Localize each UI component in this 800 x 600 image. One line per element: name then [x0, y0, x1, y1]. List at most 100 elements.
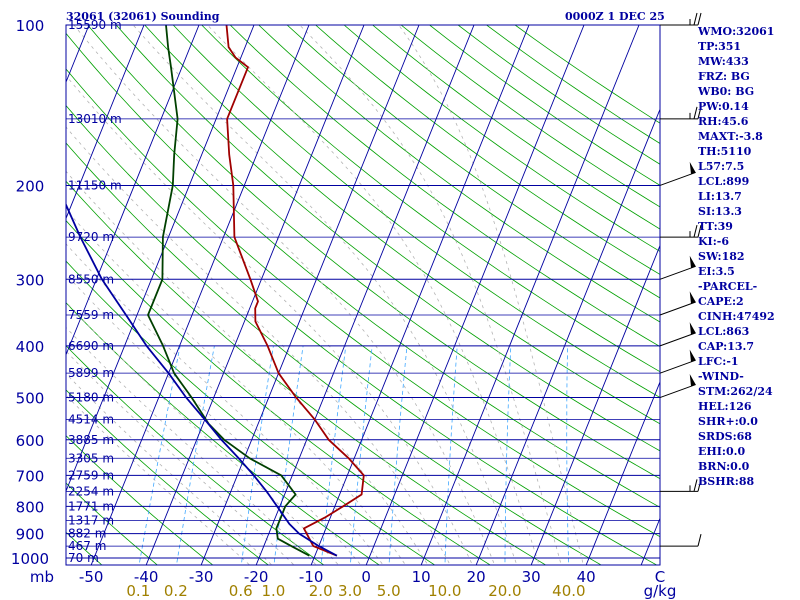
moist-adiabat [66, 301, 340, 565]
dry-adiabat [66, 104, 658, 565]
height-label: 4514 m [68, 413, 114, 427]
index-line: STM:262/24 [698, 385, 773, 398]
index-line: RH:45.6 [698, 115, 749, 128]
isotherm [0, 25, 34, 569]
mixing-ratio-label: 1.0 [262, 582, 286, 600]
index-line: SHR+:0.0 [698, 415, 758, 428]
mixing-ratio-label: 40.0 [552, 582, 585, 600]
sounding-profiles [66, 25, 365, 557]
index-line: BSHR:88 [698, 475, 755, 488]
index-line: EI:3.5 [698, 265, 735, 278]
index-line: CAP:13.7 [698, 340, 755, 353]
temperature-tick-label: -20 [244, 568, 269, 586]
mixing-ratio-line [176, 345, 215, 565]
isotherm [66, 25, 255, 493]
wind-barb [659, 322, 696, 347]
dry-adiabat [229, 25, 660, 348]
mixing-ratio-label: 20.0 [488, 582, 521, 600]
isotherm [420, 25, 640, 565]
wind-barb [660, 479, 702, 492]
index-line: SI:13.3 [698, 205, 742, 218]
wind-barb [659, 255, 696, 280]
index-line: WMO:32061 [698, 25, 775, 38]
index-line: CINH:47492 [698, 310, 775, 323]
wind-barb [660, 12, 702, 26]
pressure-label: 200 [16, 177, 45, 195]
pressure-unit-label: mb [30, 568, 54, 586]
temperature-tick-label: -50 [79, 568, 104, 586]
index-line: TP:351 [698, 40, 742, 53]
height-label: 9720 m [68, 230, 114, 244]
mixing-ratio-line [273, 345, 304, 565]
dry-adiabat [66, 142, 602, 565]
pressure-label: 100 [16, 17, 45, 35]
mixing-ratio-line [388, 345, 408, 565]
index-line: BRN:0.0 [698, 460, 750, 473]
index-line: WB0: BG [698, 85, 755, 98]
index-line: TH:5110 [698, 145, 752, 158]
mixing-ratio-line [444, 345, 458, 565]
dry-adiabat [343, 25, 660, 252]
dry-adiabat [258, 25, 660, 323]
height-label: 1771 m [68, 499, 114, 513]
mixing-ratio-line [138, 345, 181, 565]
index-line: TT:39 [698, 220, 733, 233]
index-line: EHI:0.0 [698, 445, 746, 458]
moist-adiabat [66, 273, 362, 565]
dry-adiabat [66, 220, 491, 565]
dry-adiabat [486, 25, 660, 144]
wind-barbs [659, 12, 702, 547]
index-line: LCL:899 [698, 175, 750, 188]
wind-barb [659, 349, 696, 374]
mixing-ratio-line [349, 345, 373, 565]
height-label: 5899 m [68, 366, 114, 380]
pressure-label: 500 [16, 390, 45, 408]
dry-adiabat [514, 25, 660, 124]
isotherm [310, 25, 530, 565]
index-line: PW:0.14 [698, 100, 749, 113]
moist-adiabat [66, 350, 295, 565]
stability-indices-panel: WMO:32061 TP:351 MW:433 FRZ: BG WB0: BG PW:0.… [698, 24, 798, 489]
pressure-label: 1000 [11, 550, 49, 568]
chart-time: 0000Z 1 DEC 25 [565, 10, 665, 23]
dry-adiabat [66, 302, 380, 565]
mixing-ratio-label: 0.1 [126, 582, 150, 600]
mixing-ratio-label: 0.6 [229, 582, 253, 600]
pressure-label: 900 [16, 526, 45, 544]
height-label: 2254 m [68, 484, 114, 498]
isotherm [475, 108, 660, 565]
mixing-ratio-line [240, 345, 274, 565]
height-label: 6690 m [68, 339, 114, 353]
moist-adiabat [398, 25, 584, 565]
moist-adiabat [66, 74, 473, 565]
dry-adiabat [201, 25, 660, 373]
dry-adiabat [0, 25, 51, 569]
temperature-profile [225, 25, 365, 557]
dry-adiabat [66, 345, 325, 565]
moist-adiabat [299, 25, 562, 565]
index-line: SRDS:68 [698, 430, 752, 443]
moist-adiabat [66, 170, 429, 565]
height-label: 1317 m [68, 513, 114, 527]
temperature-tick-label: 0 [361, 568, 371, 586]
wind-barb [659, 373, 696, 399]
dry-adiabat [144, 25, 660, 425]
dry-adiabat [172, 25, 660, 398]
temperature-tick-label: 30 [522, 568, 541, 586]
index-line: -PARCEL- [698, 280, 758, 293]
index-line: LFC:-1 [698, 355, 739, 368]
isotherm [255, 25, 475, 565]
mixing-ratio-label: 10.0 [428, 582, 461, 600]
parcel-trace [66, 202, 338, 557]
temperature-tick-label: 20 [467, 568, 486, 586]
moist-adiabat [66, 394, 251, 565]
pressure-label: 700 [16, 467, 45, 485]
mixing-ratio-line [320, 345, 347, 565]
wind-barb [659, 161, 696, 186]
index-line: MW:433 [698, 55, 749, 68]
isotherm [200, 25, 420, 565]
mixing-ratio-label: 2.0 [309, 582, 333, 600]
isotherm [365, 25, 585, 565]
height-label: 5180 m [68, 391, 114, 405]
